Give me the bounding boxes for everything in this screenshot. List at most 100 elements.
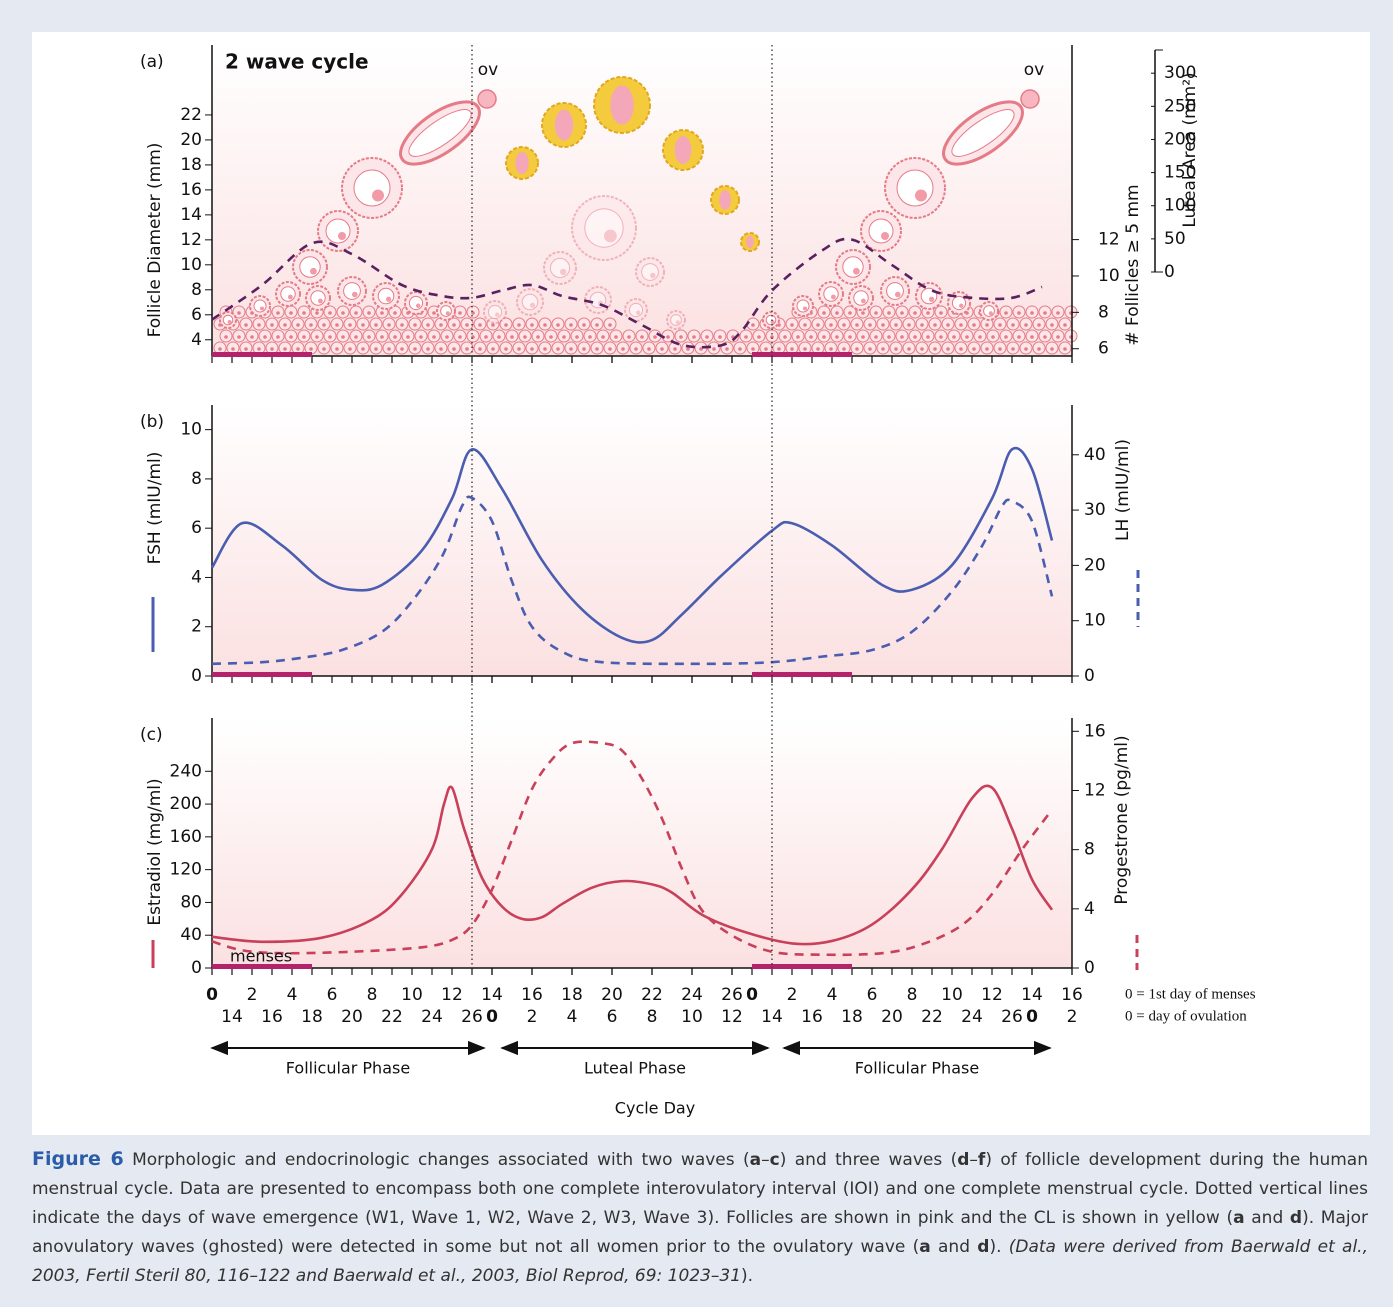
oocyte: [822, 311, 826, 315]
oocyte: [699, 347, 703, 351]
oocyte: [257, 323, 261, 327]
oocyte: [338, 232, 346, 240]
oocyte: [231, 347, 235, 351]
oocyte: [289, 335, 293, 339]
x-tick-label: 16: [521, 985, 543, 1005]
oocyte: [988, 311, 993, 316]
oocyte: [985, 323, 989, 327]
oocyte: [380, 335, 384, 339]
x-tick-label: 8: [647, 1007, 658, 1027]
x-tick-label: 26: [721, 985, 743, 1005]
oocyte: [1043, 311, 1047, 315]
antrum: [521, 293, 539, 311]
oocyte: [348, 347, 352, 351]
oocyte: [556, 347, 560, 351]
oocyte: [582, 347, 586, 351]
antrum: [853, 290, 869, 306]
oocyte: [653, 335, 657, 339]
oocyte: [796, 335, 800, 339]
oocyte: [913, 335, 917, 339]
oocyte: [900, 335, 904, 339]
oocyte: [1004, 311, 1008, 315]
caption-text: a: [919, 1237, 931, 1257]
x-tick-label: 24: [681, 985, 703, 1005]
oocyte: [439, 323, 443, 327]
oocyte: [318, 298, 323, 304]
x-tick-label: 0: [206, 985, 218, 1005]
y3-tick-label: 150: [1164, 163, 1196, 183]
panel-label: (c): [140, 725, 163, 745]
oocyte: [497, 335, 501, 339]
phase-label: Follicular Phase: [855, 1059, 979, 1078]
y-axis-label: Estradiol (mg/ml): [145, 778, 165, 925]
antrum: [325, 218, 351, 244]
x-tick-label: 24: [961, 1007, 983, 1027]
x-tick-label: 10: [401, 985, 423, 1005]
antrum: [408, 295, 424, 311]
oocyte: [647, 347, 651, 351]
caption-text: d: [1289, 1208, 1303, 1228]
oocyte: [601, 335, 605, 339]
oocyte: [328, 335, 332, 339]
y-tick-label: 4: [191, 330, 202, 350]
antrum: [886, 282, 904, 300]
oocyte: [881, 323, 885, 327]
oocyte: [517, 347, 521, 351]
x-tick-label: 22: [921, 1007, 943, 1027]
oocyte: [517, 323, 521, 327]
menses-bar: [212, 352, 312, 357]
oocyte: [920, 347, 924, 351]
oocyte: [484, 335, 488, 339]
x-tick-label: 10: [681, 1007, 703, 1027]
x-tick-label: 4: [287, 985, 298, 1005]
oocyte: [471, 311, 475, 315]
oocyte: [387, 323, 391, 327]
oocyte: [692, 335, 696, 339]
oocyte: [900, 311, 904, 315]
x-tick-label: 2: [787, 985, 798, 1005]
x-tick-label: 24: [421, 1007, 443, 1027]
oocyte: [374, 347, 378, 351]
figure: (a) 2 wave cycle4681012141618202268101205…: [140, 45, 1256, 1118]
y-tick-label: 20: [180, 130, 202, 150]
y2-tick-label: 8: [1098, 302, 1109, 322]
x-tick-label: 0: [1026, 1007, 1038, 1027]
y2-tick-label: 8: [1084, 840, 1095, 860]
corpus-luteum-core: [610, 85, 634, 125]
oocyte: [530, 323, 534, 327]
oocyte: [959, 303, 964, 308]
oocyte: [335, 323, 339, 327]
y-tick-label: 16: [180, 180, 202, 200]
oocyte: [1037, 323, 1041, 327]
oocyte: [887, 335, 891, 339]
oocyte: [543, 347, 547, 351]
y2-axis-label: # Follicles ≥ 5 mm: [1123, 184, 1143, 345]
caption-text: and: [930, 1237, 978, 1257]
corpus-luteum-core: [719, 190, 731, 210]
oocyte: [848, 335, 852, 339]
oocyte: [783, 335, 787, 339]
y-tick-label: 80: [180, 892, 202, 912]
oocyte: [575, 335, 579, 339]
oocyte: [510, 335, 514, 339]
oocyte: [1011, 347, 1015, 351]
oocyte: [465, 347, 469, 351]
caption-text: –: [761, 1150, 770, 1170]
y3-tick-label: 0: [1164, 262, 1175, 282]
oocyte: [853, 267, 860, 275]
antrum: [823, 286, 839, 302]
antrum: [440, 305, 452, 317]
antrum: [796, 299, 810, 313]
x-tick-label: 2: [1067, 1007, 1078, 1027]
oocyte: [426, 323, 430, 327]
y-tick-label: 40: [180, 925, 202, 945]
oocyte: [895, 291, 901, 298]
oocyte: [998, 323, 1002, 327]
oocyte: [926, 311, 930, 315]
oocyte: [569, 347, 573, 351]
caption-text: ) and three waves (: [779, 1150, 958, 1170]
y3-tick-label: 200: [1164, 129, 1196, 149]
oocyte: [504, 323, 508, 327]
oocyte: [315, 311, 319, 315]
y-axis-label: FSH (mIU/ml): [145, 452, 165, 565]
